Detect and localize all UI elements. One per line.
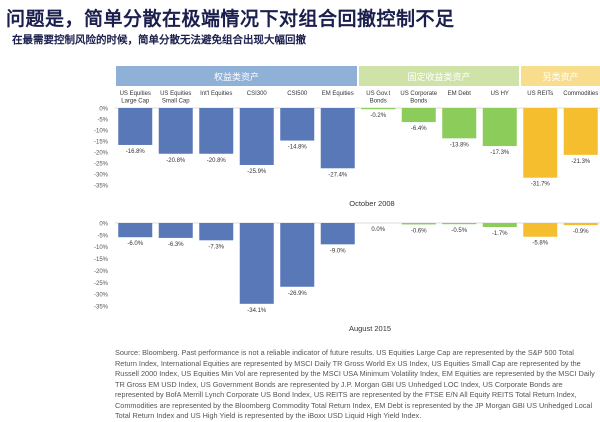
data-label: -9.0%: [330, 248, 346, 254]
panel-title: August 2015: [349, 324, 391, 333]
data-label: -16.8%: [126, 149, 146, 155]
data-label: -21.3%: [571, 159, 591, 165]
group-header-0: [116, 66, 357, 86]
data-label: -17.3%: [490, 150, 510, 156]
category-label: Commodities: [563, 91, 598, 97]
category-label: US Equities: [160, 91, 191, 97]
y-tick-label: -5%: [97, 233, 108, 239]
bar: [280, 108, 315, 141]
bar: [199, 223, 234, 241]
data-label: -1.7%: [492, 231, 508, 237]
slide-subtitle: 在最需要控制风险的时候，简单分散无法避免组合出现大幅回撤: [12, 34, 306, 46]
data-label: -6.4%: [411, 126, 427, 132]
data-label: -14.8%: [288, 145, 308, 151]
category-label: US Equities: [120, 91, 151, 97]
data-label: -0.2%: [370, 113, 386, 119]
bar: [563, 223, 598, 226]
group-header-2: [521, 66, 600, 86]
category-label: Bonds: [370, 99, 387, 105]
data-label: -27.4%: [328, 172, 348, 178]
y-tick-label: -25%: [94, 162, 109, 168]
group-header-1: [359, 66, 519, 86]
bar: [442, 108, 477, 139]
data-label: -6.0%: [127, 241, 143, 247]
chart-area: 权益类资产 固定收益类资产 另类资产 US Equities Large Cap US E…: [94, 66, 600, 333]
bar: [320, 223, 355, 245]
y-tick-label: -10%: [94, 245, 109, 251]
group-header-label: 权益类资产: [214, 71, 259, 83]
bar: [199, 108, 234, 154]
data-label: -25.9%: [247, 169, 267, 175]
y-tick-label: -20%: [94, 269, 109, 275]
category-label: US Corporate: [400, 91, 437, 97]
group-header-label: 另类资产: [542, 71, 578, 83]
y-tick-label: -35%: [94, 184, 109, 190]
bar: [158, 108, 193, 154]
bar: [563, 108, 598, 155]
data-label: -5.8%: [532, 241, 548, 247]
bar: [239, 223, 274, 304]
category-label: CSI500: [287, 91, 308, 97]
bar: [239, 108, 274, 165]
data-label: -20.8%: [166, 158, 186, 164]
group-header-label: 固定收益类资产: [407, 71, 470, 83]
category-label: CSI300: [247, 91, 268, 97]
bar: [118, 223, 153, 238]
data-label: -0.5%: [451, 228, 467, 234]
data-label: -31.7%: [531, 182, 551, 188]
bar: [158, 223, 193, 238]
bar: [523, 223, 558, 237]
bar: [482, 108, 517, 147]
category-label: Large Cap: [121, 99, 150, 105]
bar: [118, 108, 153, 145]
y-tick-label: 0%: [99, 222, 108, 228]
y-tick-label: -15%: [94, 257, 109, 263]
category-label: US HY: [491, 91, 509, 97]
y-tick-label: -10%: [94, 129, 109, 135]
category-label: US Gov.t: [366, 91, 390, 97]
data-label: -13.8%: [450, 142, 470, 148]
data-label: -7.3%: [208, 244, 224, 250]
category-label: Bonds: [410, 99, 427, 105]
y-tick-label: -30%: [94, 293, 109, 299]
bar: [482, 223, 517, 228]
source-note: Source: Bloomberg. Past performance is n…: [115, 348, 595, 420]
panel-title: October 2008: [349, 199, 394, 208]
data-label: -0.6%: [411, 228, 427, 234]
data-label: -6.3%: [168, 242, 184, 248]
y-tick-label: 0%: [99, 107, 108, 113]
category-label: EM Equities: [322, 91, 354, 97]
bar: [523, 108, 558, 178]
category-label: Int'l Equities: [200, 91, 232, 97]
data-label: 0.0%: [371, 227, 385, 233]
y-tick-label: -35%: [94, 304, 109, 310]
slide-title: 问题是，简单分散在极端情况下对组合回撤控制不足: [6, 8, 455, 30]
y-tick-label: -5%: [97, 118, 108, 124]
data-label: -0.9%: [573, 229, 589, 235]
category-label: US REITs: [527, 91, 553, 97]
y-tick-label: -25%: [94, 281, 109, 287]
bar: [442, 223, 477, 225]
bar: [401, 223, 436, 225]
bar: [320, 108, 355, 169]
y-tick-label: -20%: [94, 151, 109, 157]
data-label: -20.8%: [207, 158, 227, 164]
y-tick-label: -30%: [94, 173, 109, 179]
bar: [280, 223, 315, 287]
category-label: Small Cap: [162, 99, 190, 105]
category-label: EM Debt: [448, 91, 472, 97]
y-tick-label: -15%: [94, 140, 109, 146]
data-label: -26.9%: [288, 291, 308, 297]
data-label: -34.1%: [247, 308, 267, 314]
bar: [361, 108, 396, 110]
bar: [401, 108, 436, 123]
